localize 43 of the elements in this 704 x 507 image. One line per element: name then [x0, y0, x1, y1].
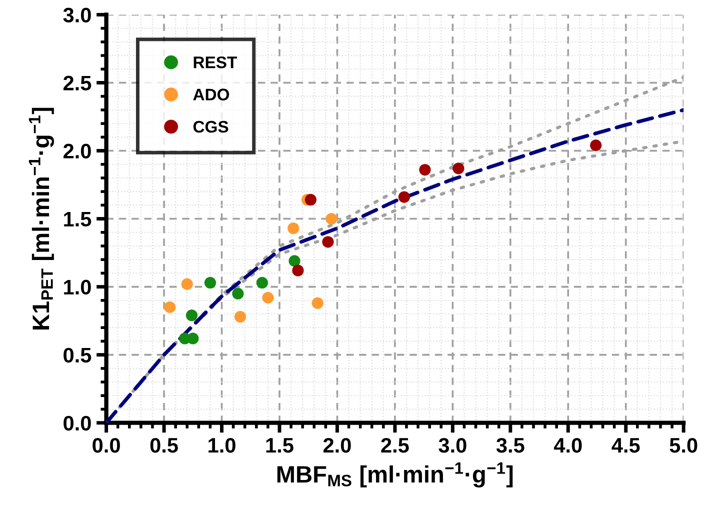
point — [204, 276, 216, 289]
y-tick-label: 3.0 — [63, 8, 91, 22]
point — [187, 332, 199, 344]
x-axis-title: MBF$_{MS}$ [ml·min$^{−1}$·g$^{−1}$] — [277, 462, 513, 488]
point — [452, 162, 464, 174]
x-tick-label: 4.5 — [612, 438, 640, 453]
y-tick-label: 0.5 — [64, 348, 92, 363]
point — [419, 164, 431, 176]
point — [326, 212, 338, 225]
y-tick-label: 1.0 — [64, 280, 91, 295]
x-tick-label: 4.0 — [554, 438, 582, 453]
x-tick-label: 0.5 — [150, 438, 178, 453]
point — [288, 255, 300, 267]
point — [312, 297, 324, 309]
x-tick-label: 0.0 — [92, 438, 120, 453]
legend-label: REST — [194, 56, 237, 68]
point — [234, 310, 246, 323]
legend-label: ADO — [193, 88, 230, 100]
x-tick-label: 3.0 — [438, 438, 466, 453]
point — [304, 194, 316, 206]
x-tick-label: 1.5 — [266, 438, 294, 453]
point — [322, 236, 334, 248]
point — [256, 276, 268, 289]
x-tick-label: 2.5 — [381, 438, 409, 453]
y-tick-label: 1.5 — [64, 212, 92, 227]
y-tick-label: 0.0 — [64, 416, 91, 431]
point — [232, 288, 244, 300]
point — [288, 222, 300, 234]
legend-label: CGS — [193, 120, 228, 133]
point — [262, 292, 274, 304]
x-tick-label: 3.5 — [496, 438, 524, 453]
point — [590, 139, 602, 152]
y-tick-label: 2.5 — [63, 76, 92, 90]
point — [186, 310, 198, 322]
y-axis-title: K1$_{PET}$ [ml·min$^{−1}$·g$^{−1}$] — [28, 108, 54, 330]
x-tick-label: 1.0 — [208, 438, 236, 453]
point — [292, 264, 304, 276]
x-tick-label: 2.0 — [323, 438, 351, 453]
y-tick-label: 2.0 — [63, 144, 91, 158]
point — [181, 278, 193, 290]
x-tick-label: 5.0 — [670, 438, 698, 453]
point — [398, 191, 410, 203]
point — [164, 301, 176, 314]
